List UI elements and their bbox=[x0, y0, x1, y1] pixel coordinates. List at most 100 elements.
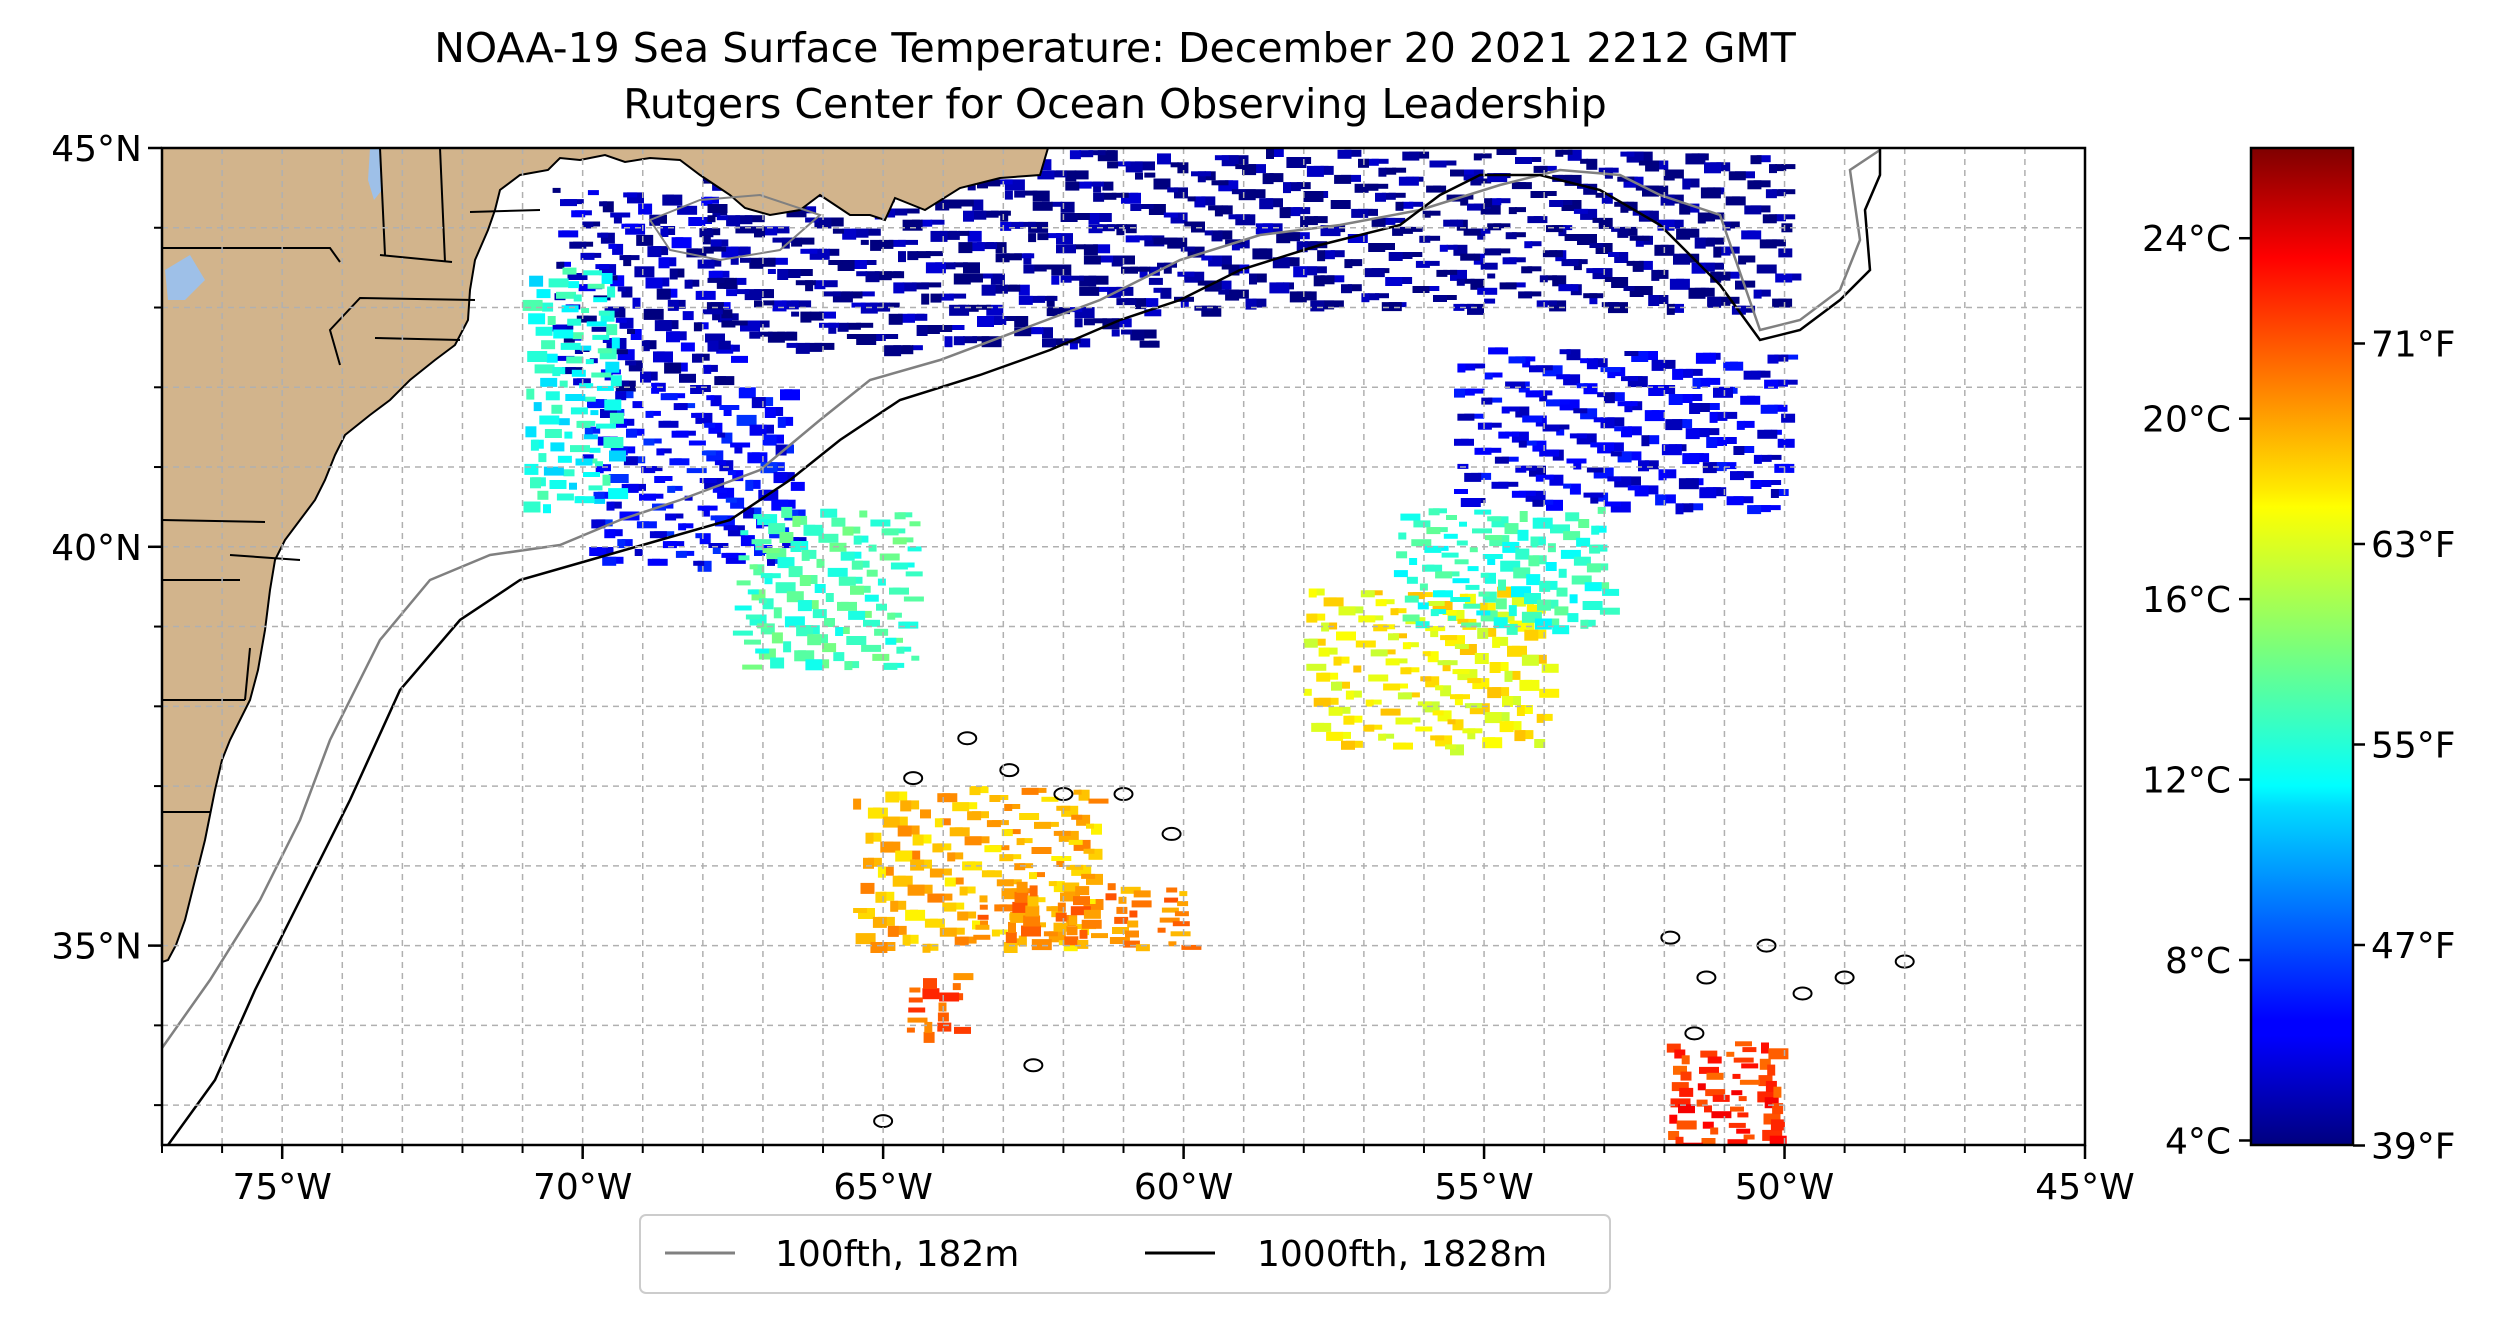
sst-pixel bbox=[557, 455, 572, 463]
sst-pixel bbox=[1762, 214, 1777, 224]
sst-pixel bbox=[530, 477, 541, 489]
sst-pixel bbox=[610, 375, 622, 387]
sst-pixel bbox=[1383, 733, 1395, 739]
sst-pixel bbox=[771, 499, 789, 511]
sst-pixel bbox=[1569, 433, 1587, 439]
sst-pixel bbox=[1086, 873, 1103, 885]
sst-pixel bbox=[1592, 268, 1613, 280]
sst-pixel bbox=[1088, 213, 1100, 224]
sst-pixel bbox=[1452, 578, 1470, 584]
sst-pixel bbox=[1088, 848, 1103, 860]
sst-pixel bbox=[1056, 856, 1065, 867]
sst-pixel bbox=[1093, 255, 1114, 263]
sst-pixel bbox=[892, 537, 907, 545]
sst-pixel bbox=[1249, 273, 1257, 285]
sst-pixel bbox=[604, 529, 616, 539]
sst-pixel bbox=[877, 866, 886, 878]
sst-pixel bbox=[603, 437, 624, 448]
sst-pixel bbox=[1091, 933, 1108, 939]
sst-pixel bbox=[1757, 480, 1772, 487]
sst-pixel bbox=[702, 246, 714, 254]
sst-pixel bbox=[994, 904, 1015, 912]
sst-pixel bbox=[1770, 489, 1779, 498]
sst-pixel bbox=[1489, 535, 1510, 547]
sst-pixel bbox=[900, 800, 912, 812]
sst-pixel bbox=[580, 345, 592, 351]
sst-pixel bbox=[626, 428, 637, 438]
sst-pixel bbox=[1336, 681, 1350, 689]
sst-pixel bbox=[523, 501, 541, 513]
sst-pixel bbox=[1214, 255, 1232, 265]
sst-pixel bbox=[1740, 395, 1761, 405]
sst-pixel bbox=[608, 306, 626, 318]
sst-pixel bbox=[1480, 610, 1498, 622]
sst-pixel bbox=[1368, 674, 1389, 682]
sst-pixel bbox=[571, 369, 586, 377]
sst-pixel bbox=[1303, 638, 1318, 648]
sst-pixel bbox=[1462, 728, 1483, 734]
sst-pixel bbox=[1737, 1112, 1749, 1118]
sst-pixel bbox=[1777, 438, 1795, 448]
sst-pixel bbox=[1491, 516, 1509, 528]
sst-pixel bbox=[1644, 410, 1665, 422]
sst-pixel bbox=[1393, 633, 1407, 639]
sst-pixel bbox=[1624, 451, 1642, 461]
sst-pixel bbox=[1079, 286, 1100, 296]
sst-pixel bbox=[906, 1027, 915, 1033]
sst-pixel bbox=[1019, 813, 1040, 820]
sst-pixel bbox=[1764, 1097, 1779, 1109]
sst-pixel bbox=[1289, 182, 1301, 192]
sst-pixel bbox=[1153, 287, 1162, 293]
sst-pixel bbox=[1460, 498, 1481, 507]
sst-pixel bbox=[1194, 196, 1206, 208]
sst-pixel bbox=[876, 603, 887, 611]
sst-pixel bbox=[1673, 1065, 1687, 1075]
sst-pixel bbox=[1029, 885, 1038, 897]
sst-pixel bbox=[527, 351, 548, 362]
sst-pixel bbox=[907, 546, 922, 552]
sst-pixel bbox=[1707, 296, 1722, 308]
sst-pixel bbox=[1046, 307, 1058, 317]
sst-pixel bbox=[1046, 170, 1067, 178]
sst-pixel bbox=[601, 273, 613, 284]
sst-pixel bbox=[579, 383, 594, 389]
sst-pixel bbox=[716, 340, 731, 350]
sst-pixel bbox=[615, 317, 627, 323]
sst-pixel bbox=[749, 614, 767, 626]
sst-pixel bbox=[755, 648, 770, 654]
sst-pixel bbox=[1511, 595, 1526, 607]
sst-pixel bbox=[1463, 603, 1481, 609]
sst-pixel bbox=[1484, 602, 1496, 612]
sst-pixel bbox=[1445, 635, 1465, 647]
sst-pixel bbox=[673, 268, 685, 278]
sst-pixel bbox=[953, 973, 974, 981]
sst-pixel bbox=[717, 432, 726, 438]
sst-pixel bbox=[1068, 839, 1083, 845]
sst-pixel bbox=[990, 273, 1005, 285]
sst-pixel bbox=[1711, 1111, 1732, 1119]
fahrenheit-tick-label: 63°F bbox=[2371, 525, 2456, 566]
sst-pixel bbox=[1031, 939, 1052, 951]
sst-pixel bbox=[623, 456, 638, 466]
sst-pixel bbox=[1053, 881, 1065, 893]
sst-pixel bbox=[783, 641, 792, 653]
sst-pixel bbox=[721, 309, 733, 319]
sst-pixel bbox=[1770, 1119, 1785, 1131]
sst-pixel bbox=[801, 549, 810, 561]
sst-pixel bbox=[1060, 892, 1080, 902]
sst-pixel bbox=[738, 555, 750, 561]
sst-pixel bbox=[1378, 733, 1387, 741]
sst-pixel bbox=[1638, 460, 1649, 472]
sst-pixel bbox=[1170, 212, 1188, 224]
sst-pixel bbox=[740, 257, 751, 263]
sst-pixel bbox=[1426, 185, 1447, 193]
sst-pixel bbox=[632, 297, 641, 309]
sst-pixel bbox=[775, 582, 796, 594]
sst-pixel bbox=[570, 445, 590, 453]
sst-pixel bbox=[1083, 244, 1098, 256]
sst-pixel bbox=[1177, 271, 1195, 277]
sst-pixel bbox=[1051, 201, 1063, 207]
longitude-axis: 75°W 70°W 65°W 60°W 55°W 50°W 45°W bbox=[232, 1145, 2135, 1208]
sst-pixel bbox=[1542, 365, 1563, 377]
sst-pixel bbox=[1725, 196, 1746, 206]
